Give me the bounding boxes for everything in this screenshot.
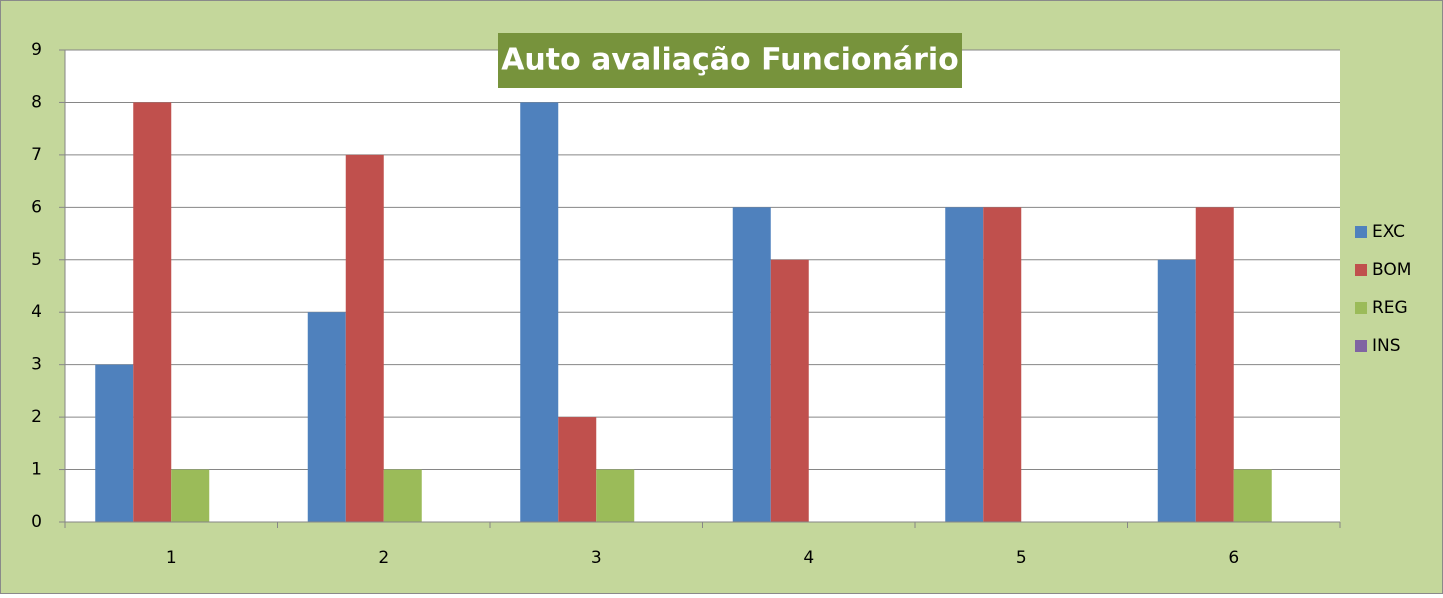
legend-label: EXC	[1372, 222, 1405, 242]
y-tick-label: 1	[31, 460, 42, 480]
bar	[770, 259, 809, 522]
bar	[945, 207, 984, 523]
bar	[1195, 207, 1234, 523]
legend-label: INS	[1372, 336, 1401, 356]
y-tick-label: 4	[31, 302, 42, 322]
legend-label: REG	[1372, 298, 1408, 318]
y-tick-label: 5	[31, 250, 42, 270]
y-tick-label: 0	[31, 512, 42, 532]
bar	[732, 207, 771, 523]
x-tick-label: 6	[1228, 548, 1239, 568]
x-tick-label: 4	[803, 548, 814, 568]
bar	[133, 102, 172, 522]
bar	[983, 207, 1022, 523]
x-tick-label: 5	[1016, 548, 1027, 568]
bar	[171, 469, 210, 522]
bar	[596, 469, 635, 522]
y-tick-label: 8	[31, 92, 42, 112]
bar	[383, 469, 422, 522]
y-tick-label: 7	[31, 145, 42, 165]
legend-swatch	[1355, 264, 1367, 276]
y-tick-label: 2	[31, 407, 42, 427]
bar	[558, 417, 597, 522]
plot-area	[65, 50, 1340, 522]
chart-title: Auto avaliação Funcionário	[501, 43, 959, 78]
y-tick-label: 9	[31, 40, 42, 60]
y-tick-label: 3	[31, 355, 42, 375]
legend-label: BOM	[1372, 260, 1411, 280]
bar	[1233, 469, 1272, 522]
bar	[1157, 259, 1196, 522]
legend-swatch	[1355, 340, 1367, 352]
y-tick-label: 6	[31, 197, 42, 217]
bar	[307, 312, 346, 522]
title-box	[498, 33, 962, 88]
legend-swatch	[1355, 226, 1367, 238]
bar	[345, 154, 384, 522]
x-tick-label: 3	[591, 548, 602, 568]
bar	[520, 102, 559, 522]
x-tick-label: 2	[378, 548, 389, 568]
legend-swatch	[1355, 302, 1367, 314]
x-tick-label: 1	[166, 548, 177, 568]
bar	[95, 364, 134, 522]
